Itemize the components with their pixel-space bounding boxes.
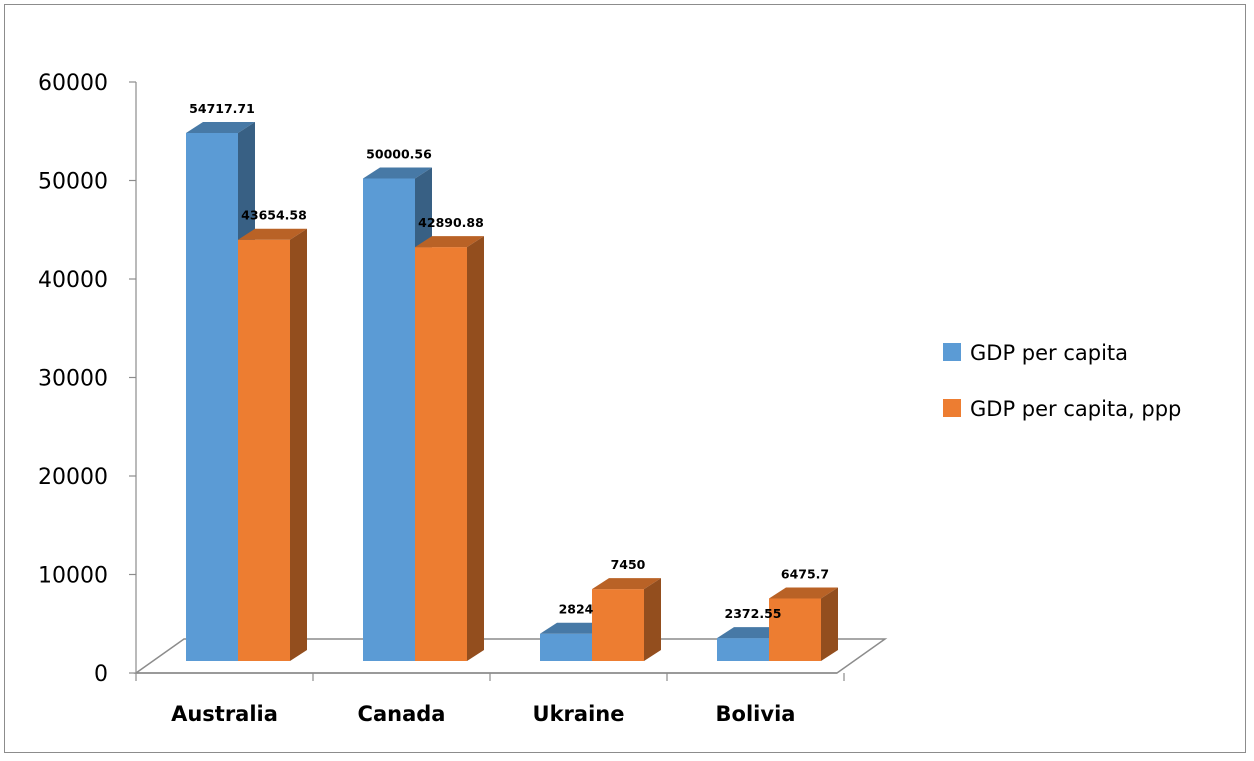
legend-label: GDP per capita, ppp — [970, 397, 1181, 421]
bar-ukraine-gdp-per-capita — [540, 622, 609, 661]
y-tick-label: 50000 — [38, 170, 108, 195]
legend-swatch — [943, 399, 961, 417]
bar-top — [363, 167, 432, 179]
bar-front — [415, 247, 467, 661]
data-label: 2824 — [559, 602, 594, 617]
bar-top — [238, 228, 307, 240]
bar-side — [644, 578, 661, 661]
legend: GDP per capita GDP per capita, ppp — [943, 341, 1181, 421]
data-label: 43654.58 — [241, 208, 307, 223]
category-labels: Australia Canada Ukraine Bolivia — [171, 702, 795, 726]
bars — [186, 121, 838, 661]
bar-side — [467, 236, 484, 661]
bar-top — [717, 627, 786, 639]
bar-side — [290, 228, 307, 661]
y-tick-label: 10000 — [38, 564, 108, 589]
bar-front — [717, 638, 769, 661]
bar-front — [186, 132, 238, 661]
bar-top — [186, 121, 255, 133]
bar-front — [540, 633, 592, 661]
y-tick-label: 60000 — [38, 71, 108, 96]
data-label: 42890.88 — [418, 215, 484, 230]
bar-top — [769, 587, 838, 599]
bar-canada-gdp-per-capita-ppp — [415, 236, 484, 661]
bar-side — [821, 587, 838, 661]
y-tick-label: 40000 — [38, 268, 108, 293]
y-tick-label: 30000 — [38, 367, 108, 392]
data-label: 2372.55 — [725, 606, 782, 621]
legend-swatch — [943, 343, 961, 361]
category-label: Australia — [171, 702, 278, 726]
bar-top — [540, 622, 609, 634]
bar-australia-gdp-per-capita-ppp — [238, 228, 307, 661]
bar-front — [769, 598, 821, 661]
bar-bolivia-gdp-per-capita-ppp — [769, 587, 838, 661]
y-tick-label: 20000 — [38, 465, 108, 490]
y-tick-label: 0 — [94, 662, 108, 687]
data-label: 54717.71 — [189, 101, 255, 116]
category-label: Bolivia — [716, 702, 796, 726]
y-axis-ticks: 0 10000 20000 30000 40000 50000 60000 — [38, 71, 136, 687]
data-label: 50000.56 — [366, 146, 432, 161]
bar-front — [238, 239, 290, 661]
bar-ukraine-gdp-per-capita-ppp — [592, 578, 661, 661]
data-labels: 54717.71 43654.58 50000.56 42890.88 2824 7450… — [189, 101, 829, 621]
bar-top — [415, 236, 484, 248]
category-label: Canada — [358, 702, 446, 726]
data-label: 6475.7 — [781, 567, 829, 582]
bar-front — [363, 178, 415, 661]
legend-label: GDP per capita — [970, 341, 1128, 365]
category-label: Ukraine — [533, 702, 625, 726]
bar-front — [592, 589, 644, 661]
data-label: 7450 — [611, 557, 646, 572]
bar-top — [592, 578, 661, 590]
